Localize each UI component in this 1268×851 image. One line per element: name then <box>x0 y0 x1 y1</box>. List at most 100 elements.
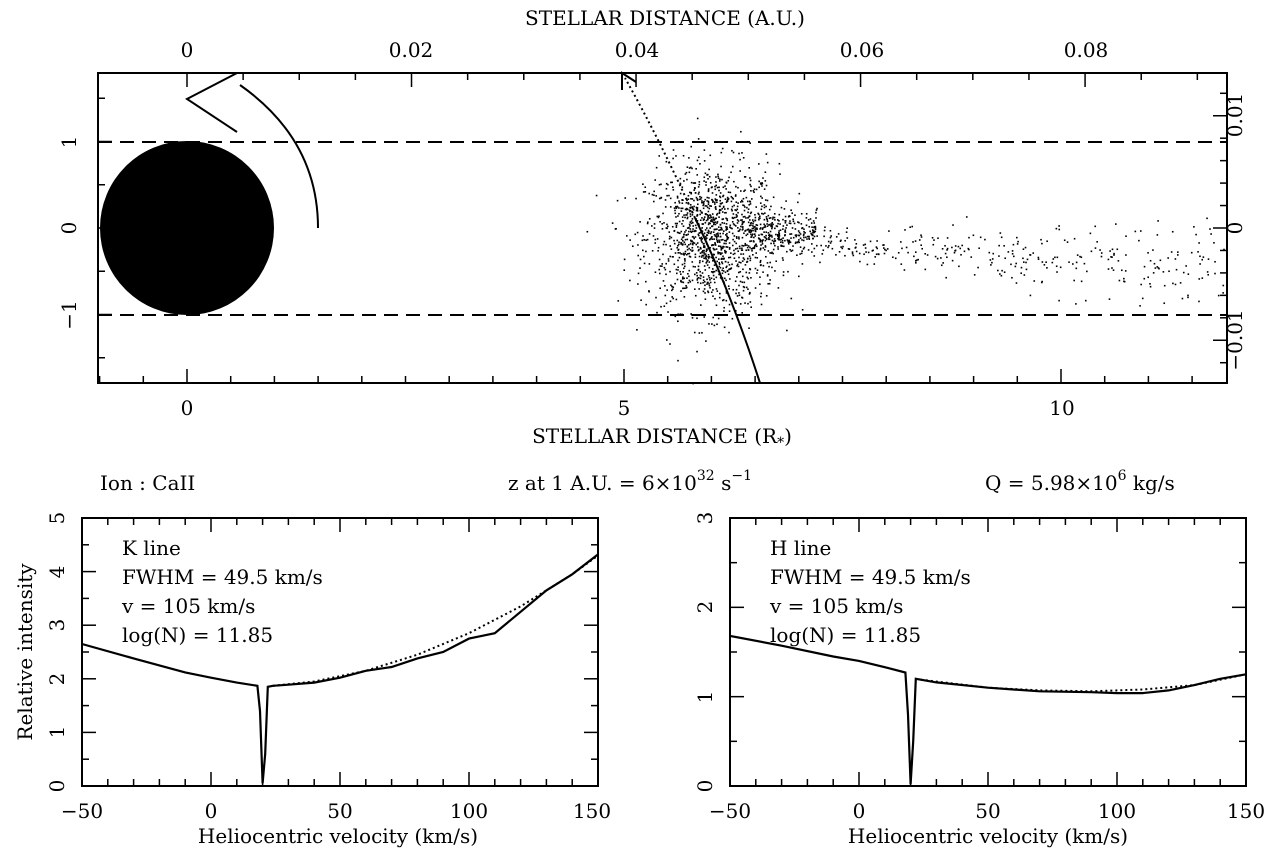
particle <box>741 152 743 154</box>
particle <box>735 242 738 245</box>
k-y-tick-label: 3 <box>45 619 69 632</box>
particle <box>724 185 726 187</box>
particle <box>714 198 717 200</box>
particle <box>777 287 780 289</box>
particle <box>667 258 670 260</box>
particle <box>705 227 708 229</box>
particle <box>700 239 703 242</box>
h-ticks <box>729 517 1247 787</box>
particle <box>744 206 746 208</box>
particle <box>663 240 666 243</box>
particle <box>704 253 707 255</box>
particle <box>777 222 779 225</box>
particle <box>692 182 695 184</box>
particle <box>682 281 685 284</box>
particle <box>1015 262 1017 265</box>
particle <box>739 270 742 273</box>
particle <box>1201 277 1204 279</box>
particle <box>677 215 679 217</box>
h-line-title: H line <box>770 536 831 560</box>
particle <box>688 191 691 194</box>
particle <box>701 201 704 204</box>
particle <box>1138 239 1140 242</box>
particle <box>802 248 805 250</box>
particle <box>747 228 750 231</box>
particle <box>691 279 694 282</box>
particle <box>1016 236 1018 239</box>
particle <box>725 265 728 268</box>
particle <box>731 205 734 208</box>
particle <box>735 201 738 203</box>
particle <box>712 221 715 224</box>
k-x-tick-label: 50 <box>327 799 352 823</box>
particle <box>772 223 774 226</box>
particle <box>810 232 812 235</box>
particle <box>1000 274 1003 277</box>
particle <box>656 215 659 218</box>
particle <box>1022 257 1024 260</box>
particle <box>681 186 684 189</box>
particle <box>754 225 756 228</box>
particle <box>658 197 661 200</box>
particle <box>667 311 669 313</box>
particle <box>1198 300 1200 303</box>
particle <box>777 248 779 250</box>
particle <box>644 191 647 193</box>
particle <box>719 199 721 202</box>
particle <box>665 302 668 305</box>
particle <box>746 229 749 231</box>
particle <box>794 242 797 245</box>
particle <box>665 182 668 185</box>
particle <box>797 234 800 237</box>
particle <box>688 244 690 246</box>
particle <box>722 206 725 209</box>
particle <box>831 247 834 250</box>
particle <box>885 249 887 252</box>
particle <box>704 292 706 294</box>
particle <box>624 197 627 199</box>
particle <box>892 256 894 259</box>
particle <box>685 253 688 256</box>
particle <box>1056 271 1058 273</box>
particle <box>748 291 751 294</box>
particle <box>616 199 619 202</box>
particle <box>774 227 776 230</box>
particle <box>704 229 707 231</box>
particle <box>946 256 948 259</box>
particle <box>749 212 752 215</box>
particle <box>1187 273 1190 275</box>
particle <box>683 214 685 216</box>
particle <box>718 261 721 264</box>
particle <box>739 201 742 203</box>
particle <box>680 207 683 210</box>
particle <box>682 239 684 242</box>
particle <box>739 228 741 231</box>
particle <box>718 265 721 268</box>
particle <box>721 299 724 302</box>
particle <box>851 252 854 255</box>
particle <box>754 287 757 289</box>
particle <box>1090 250 1093 253</box>
trajectory-solid <box>694 217 761 384</box>
particle <box>689 228 692 230</box>
particle <box>730 195 733 198</box>
particle <box>657 246 660 249</box>
particle <box>920 234 922 237</box>
particle <box>792 236 795 239</box>
particle <box>778 232 781 235</box>
particle <box>722 232 724 235</box>
particle <box>703 265 706 267</box>
particle <box>727 236 730 239</box>
particle <box>688 209 691 211</box>
particle <box>725 279 727 282</box>
particle <box>719 235 722 238</box>
particle <box>731 217 734 219</box>
particle <box>839 240 842 243</box>
particle <box>711 186 713 188</box>
particle <box>759 223 762 226</box>
particle <box>762 247 765 249</box>
particle <box>709 279 711 281</box>
particle <box>694 253 697 256</box>
particle <box>933 239 935 241</box>
particle <box>756 269 759 271</box>
